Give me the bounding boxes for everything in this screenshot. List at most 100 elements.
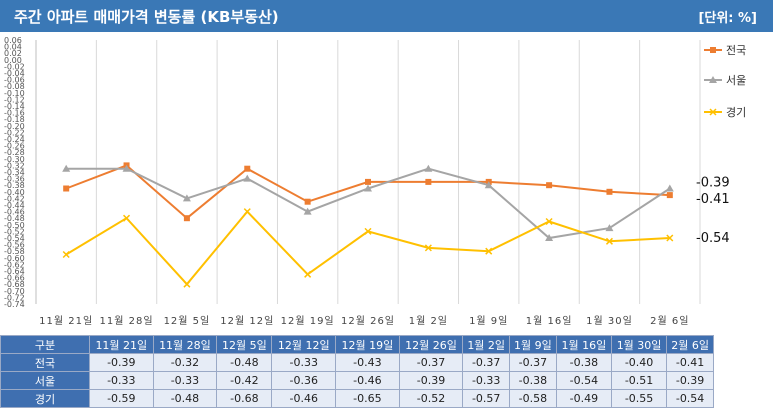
table-row-label: 경기 bbox=[0, 389, 90, 408]
y-tick-label: -0.58 bbox=[4, 247, 25, 256]
data-point bbox=[484, 181, 493, 189]
table-cell: -0.39 bbox=[666, 371, 714, 390]
table-cell: -0.52 bbox=[398, 389, 464, 408]
y-tick-label: -0.20 bbox=[4, 122, 25, 131]
y-tick-label: 0.00 bbox=[4, 56, 22, 65]
unit-label: [단위: %] bbox=[698, 11, 757, 26]
data-point bbox=[304, 270, 312, 278]
table-row: 전국 -0.39 -0.32 -0.48 -0.33 -0.43 -0.37 -0.37 -0.… bbox=[0, 353, 773, 372]
y-tick-label: -0.30 bbox=[4, 155, 25, 164]
legend-marker bbox=[710, 47, 716, 53]
y-tick-label: -0.04 bbox=[4, 69, 25, 78]
table-row: 서울 -0.33 -0.33 -0.42 -0.36 -0.46 -0.39 -0.33 -0.… bbox=[0, 371, 773, 390]
table-cell: -0.55 bbox=[610, 389, 668, 408]
x-tick-label: 12월 26일 bbox=[341, 315, 395, 327]
table-column-header: 1월 2일 bbox=[462, 335, 511, 354]
x-tick-label: 2월 6일 bbox=[650, 315, 689, 327]
y-tick-label: 0.02 bbox=[4, 49, 22, 58]
x-tick-label: 1월 30일 bbox=[586, 315, 633, 327]
table-column-header: 11월 21일 bbox=[89, 335, 154, 354]
table-cell: -0.42 bbox=[216, 371, 273, 390]
legend-label: 서울 bbox=[726, 74, 746, 87]
data-point bbox=[123, 214, 131, 222]
y-tick-label: -0.48 bbox=[4, 214, 25, 223]
legend-label: 경기 bbox=[726, 106, 746, 119]
data-point bbox=[243, 174, 252, 182]
table-cell: -0.43 bbox=[335, 353, 400, 372]
data-point bbox=[303, 207, 312, 215]
data-point bbox=[244, 165, 251, 172]
x-tick-label: 12월 5일 bbox=[164, 315, 211, 327]
y-tick-label: -0.24 bbox=[4, 135, 25, 144]
table-body: 전국 -0.39 -0.32 -0.48 -0.33 -0.43 -0.37 -0.37 -0.… bbox=[0, 353, 773, 408]
data-point bbox=[666, 234, 674, 242]
table-cell: -0.37 bbox=[462, 353, 511, 372]
table-corner: 구분 bbox=[0, 335, 90, 354]
y-tick-label: 0.06 bbox=[4, 36, 22, 45]
table-spacer bbox=[713, 353, 773, 372]
table-cell: -0.49 bbox=[555, 389, 612, 408]
data-point bbox=[183, 280, 191, 288]
table-spacer bbox=[713, 335, 773, 354]
table-cell: -0.40 bbox=[610, 353, 668, 372]
table-column-header: 1월 30일 bbox=[610, 335, 668, 354]
y-tick-label: -0.68 bbox=[4, 280, 25, 289]
legend-label: 전국 bbox=[726, 44, 746, 57]
table-column-header: 11월 28일 bbox=[152, 335, 218, 354]
table-cell: -0.46 bbox=[271, 389, 337, 408]
y-tick-label: -0.28 bbox=[4, 148, 25, 157]
data-point bbox=[425, 178, 432, 185]
y-tick-label: -0.50 bbox=[4, 221, 25, 230]
data-point bbox=[605, 224, 614, 232]
y-tick-label: -0.44 bbox=[4, 201, 25, 210]
table-column-header: 12월 12일 bbox=[271, 335, 337, 354]
data-point bbox=[545, 234, 554, 241]
y-tick-label: -0.38 bbox=[4, 181, 25, 190]
x-tick-label: 1월 16일 bbox=[526, 315, 573, 327]
y-tick-label: 0.04 bbox=[4, 43, 22, 52]
y-tick-label: -0.32 bbox=[4, 161, 25, 170]
y-tick-label: -0.64 bbox=[4, 267, 25, 276]
data-point bbox=[364, 184, 372, 192]
x-tick-label: 12월 19일 bbox=[281, 315, 335, 327]
table-cell: -0.37 bbox=[509, 353, 557, 372]
y-tick-label: -0.34 bbox=[4, 168, 25, 177]
data-point bbox=[365, 178, 371, 185]
data-point bbox=[62, 164, 71, 172]
y-tick-label: -0.02 bbox=[4, 62, 25, 71]
table-column-header: 12월 19일 bbox=[335, 335, 400, 354]
data-point bbox=[424, 164, 433, 172]
legend-marker bbox=[709, 108, 717, 116]
table-spacer bbox=[713, 371, 773, 390]
chart-title: 주간 아파트 매매가격 변동률 (KB부동산) bbox=[14, 8, 279, 26]
y-tick-label: -0.12 bbox=[4, 95, 25, 104]
table-cell: -0.48 bbox=[216, 353, 273, 372]
y-tick-label: -0.54 bbox=[4, 234, 25, 243]
y-tick-label: -0.56 bbox=[4, 241, 25, 250]
y-tick-label: -0.72 bbox=[4, 293, 25, 302]
data-point bbox=[605, 237, 613, 245]
data-point bbox=[122, 164, 131, 172]
table-spacer bbox=[713, 389, 773, 408]
y-tick-label: -0.40 bbox=[4, 188, 25, 197]
end-value-label: -0.54 bbox=[696, 231, 730, 246]
end-value-label: -0.41 bbox=[696, 192, 730, 207]
table-cell: -0.68 bbox=[216, 389, 273, 408]
data-point bbox=[63, 185, 70, 192]
x-tick-label: 1월 2일 bbox=[409, 315, 448, 327]
table-cell: -0.36 bbox=[271, 371, 337, 390]
y-tick-label: -0.60 bbox=[4, 254, 25, 263]
table-cell: -0.38 bbox=[555, 353, 612, 372]
y-tick-label: -0.42 bbox=[4, 194, 25, 203]
y-tick-label: -0.52 bbox=[4, 227, 25, 236]
table-cell: -0.33 bbox=[152, 371, 218, 390]
table-cell: -0.46 bbox=[335, 371, 400, 390]
y-tick-label: -0.10 bbox=[4, 89, 25, 98]
table-column-header: 2월 6일 bbox=[666, 335, 714, 354]
data-point bbox=[243, 208, 251, 216]
y-tick-label: -0.18 bbox=[4, 115, 25, 124]
x-tick-label: 11월 21일 bbox=[39, 315, 93, 327]
table-cell: -0.38 bbox=[509, 371, 557, 390]
table-cell: -0.41 bbox=[666, 353, 714, 372]
data-point bbox=[485, 247, 493, 255]
